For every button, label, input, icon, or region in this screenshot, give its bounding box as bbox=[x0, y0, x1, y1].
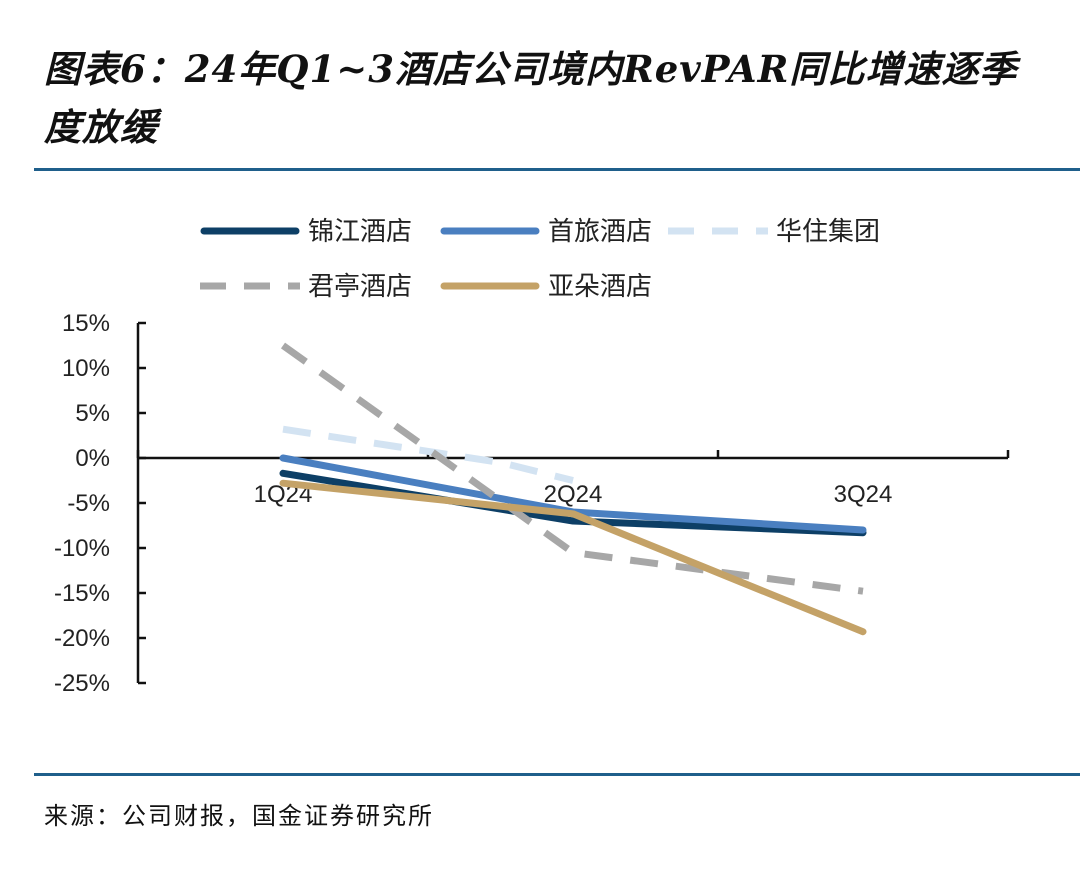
x-category-label: 2Q24 bbox=[544, 481, 603, 508]
series-line-e58d8ee4bd8fe99b86e59ba2 bbox=[282, 425, 574, 484]
y-tick-label: -15% bbox=[54, 580, 110, 607]
chart-title: 图表6：24年Q1~3酒店公司境内RevPAR同比增速逐季度放缓 bbox=[44, 47, 1018, 149]
source-note: 来源：公司财报，国金证券研究所 bbox=[44, 802, 434, 830]
y-tick-label: 5% bbox=[75, 400, 110, 427]
y-tick-label: -25% bbox=[54, 670, 110, 697]
y-tick-label: -10% bbox=[54, 535, 110, 562]
series-lines bbox=[279, 342, 867, 636]
legend-label: 锦江酒店 bbox=[308, 217, 412, 247]
series-line-e994a6e6b19fe98592e5ba97 bbox=[279, 469, 867, 537]
source-divider bbox=[34, 773, 1080, 776]
y-tick-label: -5% bbox=[67, 490, 110, 517]
x-category-label: 3Q24 bbox=[834, 481, 893, 508]
y-tick-label: 0% bbox=[75, 445, 110, 472]
y-tick-label: -20% bbox=[54, 625, 110, 652]
legend-label: 首旅酒店 bbox=[548, 217, 652, 247]
legend-label: 亚朵酒店 bbox=[548, 272, 652, 302]
legend-label: 君亭酒店 bbox=[308, 272, 412, 302]
y-tick-label: 10% bbox=[62, 355, 110, 382]
title-divider bbox=[34, 168, 1080, 171]
y-tick-label: 15% bbox=[62, 310, 110, 337]
axes: 15%10%5%0%-5%-10%-15%-20%-25%1Q24 2Q24 3Q2… bbox=[54, 310, 1010, 697]
series-line-e4ba9ae69cb5e98592e5ba97 bbox=[279, 479, 867, 636]
series-line-e5909be4baade98592e5ba97 bbox=[280, 342, 864, 595]
legend-label: 华住集团 bbox=[776, 217, 880, 247]
